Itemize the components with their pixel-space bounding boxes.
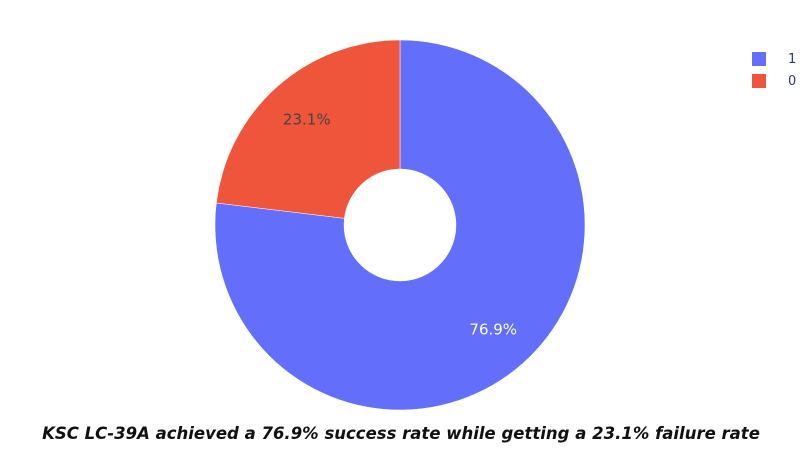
pie-chart-svg: 76.9% 23.1% — [214, 39, 586, 411]
pie-slice-0[interactable] — [216, 39, 401, 219]
legend-label-1: 1 — [788, 51, 797, 67]
slice-label-1: 76.9% — [469, 321, 517, 339]
pie-chart: 76.9% 23.1% 1 0 — [214, 39, 796, 411]
pie-slice-1[interactable] — [214, 39, 586, 411]
legend-swatch-0 — [752, 74, 766, 88]
chart-caption: KSC LC-39A achieved a 76.9% success rate… — [42, 424, 760, 443]
legend-item-0[interactable]: 0 — [752, 70, 796, 92]
legend-item-1[interactable]: 1 — [752, 48, 796, 70]
legend-label-0: 0 — [788, 73, 797, 89]
legend: 1 0 — [752, 48, 796, 92]
legend-swatch-1 — [752, 52, 766, 66]
slice-label-0: 23.1% — [283, 110, 331, 128]
